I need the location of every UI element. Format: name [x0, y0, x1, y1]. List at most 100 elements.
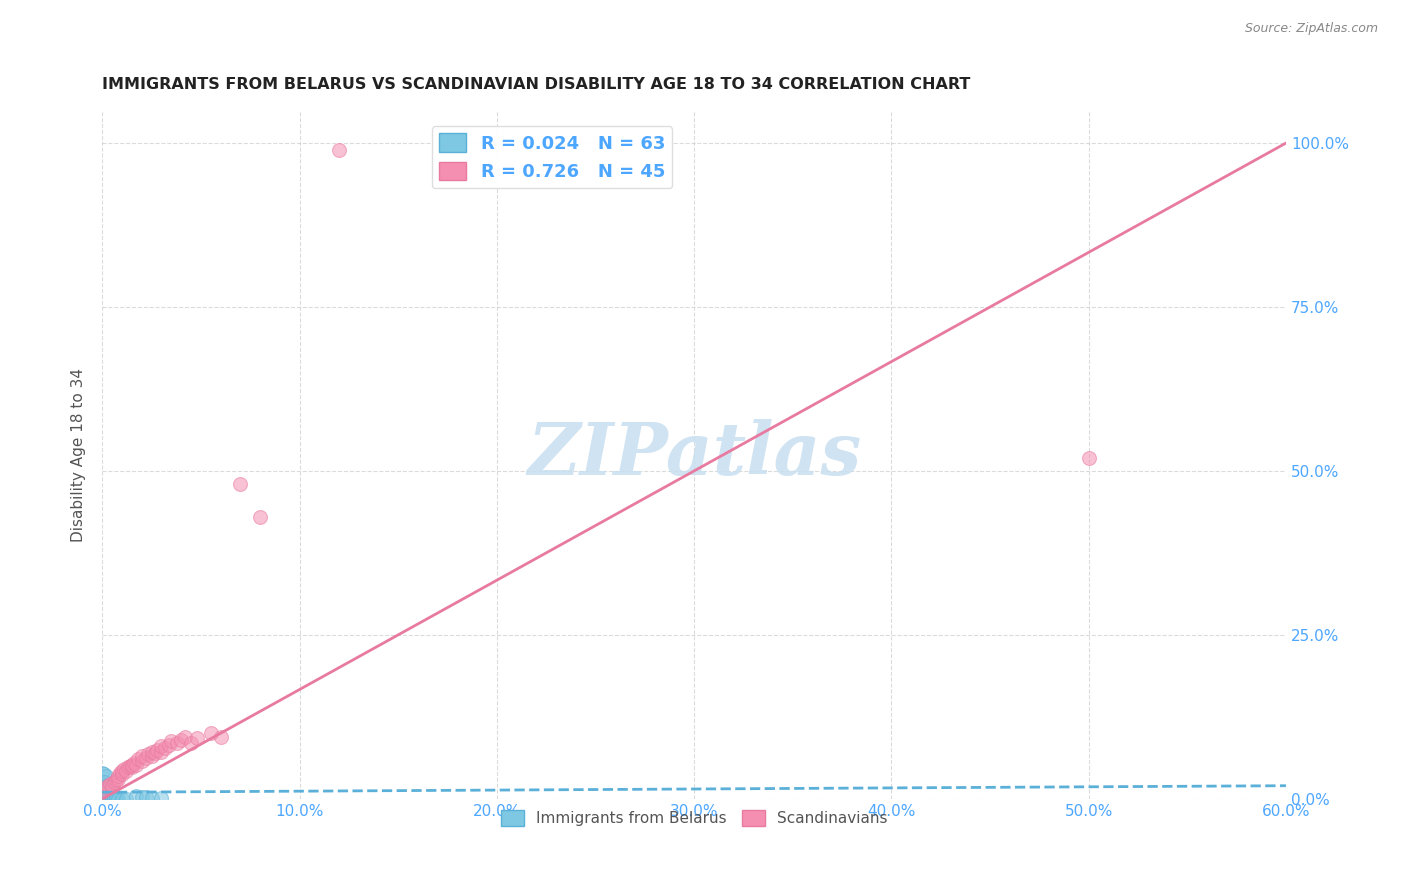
Point [122, 756, 145, 770]
Point [150, 745, 173, 759]
Point [111, 767, 134, 781]
Point [93, 788, 115, 802]
Point [96, 792, 118, 806]
Point [101, 789, 124, 804]
Point [105, 792, 128, 806]
Point [112, 762, 135, 776]
Point [91, 792, 114, 806]
Point [131, 749, 153, 764]
Point [97, 792, 120, 806]
Point [145, 746, 167, 760]
Point [96, 787, 118, 801]
Point [117, 760, 139, 774]
Point [91, 789, 114, 804]
Point [91, 792, 114, 806]
Point [103, 775, 125, 789]
Point [186, 731, 208, 746]
Point [121, 760, 143, 774]
Point [91, 792, 114, 806]
Point [91, 785, 114, 799]
Point [91, 792, 114, 806]
Point [166, 736, 188, 750]
Point [328, 143, 350, 157]
Point [105, 773, 128, 788]
Text: Source: ZipAtlas.com: Source: ZipAtlas.com [1244, 22, 1378, 36]
Point [136, 747, 159, 762]
Point [115, 792, 138, 806]
Point [91, 790, 114, 805]
Point [107, 792, 129, 806]
Point [121, 757, 143, 772]
Point [91, 780, 114, 794]
Y-axis label: Disability Age 18 to 34: Disability Age 18 to 34 [72, 368, 86, 541]
Point [229, 477, 252, 491]
Legend: Immigrants from Belarus, Scandinavians: Immigrants from Belarus, Scandinavians [495, 805, 894, 832]
Point [91, 789, 114, 804]
Point [127, 752, 149, 766]
Point [98, 790, 121, 805]
Point [141, 790, 163, 805]
Point [160, 734, 183, 748]
Point [91, 765, 114, 780]
Point [111, 792, 134, 806]
Point [93, 792, 115, 806]
Point [98, 777, 121, 791]
Point [97, 787, 120, 801]
Point [91, 792, 114, 806]
Point [96, 788, 118, 802]
Point [91, 785, 114, 799]
Point [1077, 450, 1099, 465]
Point [209, 730, 232, 744]
Point [96, 769, 118, 783]
Point [93, 782, 115, 797]
Point [91, 790, 114, 805]
Point [96, 790, 118, 805]
Point [91, 782, 114, 797]
Point [91, 792, 114, 806]
Point [93, 767, 115, 781]
Point [96, 780, 118, 794]
Point [125, 789, 148, 804]
Point [146, 742, 169, 756]
Point [115, 764, 138, 779]
Point [107, 772, 129, 786]
Point [91, 790, 114, 805]
Point [249, 509, 271, 524]
Point [141, 749, 163, 764]
Point [105, 790, 128, 805]
Point [157, 738, 180, 752]
Point [97, 789, 120, 804]
Point [96, 789, 118, 804]
Text: IMMIGRANTS FROM BELARUS VS SCANDINAVIAN DISABILITY AGE 18 TO 34 CORRELATION CHAR: IMMIGRANTS FROM BELARUS VS SCANDINAVIAN … [103, 78, 970, 93]
Point [97, 790, 120, 805]
Point [93, 775, 115, 789]
Point [97, 779, 120, 793]
Point [150, 790, 173, 805]
Text: ZIPatlas: ZIPatlas [527, 419, 860, 490]
Point [180, 736, 202, 750]
Point [93, 790, 115, 805]
Point [101, 792, 124, 806]
Point [131, 754, 153, 768]
Point [98, 792, 121, 806]
Point [131, 789, 153, 804]
Point [135, 751, 157, 765]
Point [96, 779, 118, 793]
Point [93, 789, 115, 804]
Point [93, 785, 115, 799]
Point [103, 792, 125, 806]
Point [170, 732, 193, 747]
Point [91, 784, 114, 798]
Point [118, 759, 141, 773]
Point [101, 790, 124, 805]
Point [111, 764, 134, 779]
Point [98, 789, 121, 803]
Point [91, 792, 114, 806]
Point [108, 765, 131, 780]
Point [91, 789, 114, 803]
Point [107, 769, 129, 783]
Point [101, 779, 124, 793]
Point [141, 745, 163, 759]
Point [155, 740, 177, 755]
Point [135, 789, 157, 804]
